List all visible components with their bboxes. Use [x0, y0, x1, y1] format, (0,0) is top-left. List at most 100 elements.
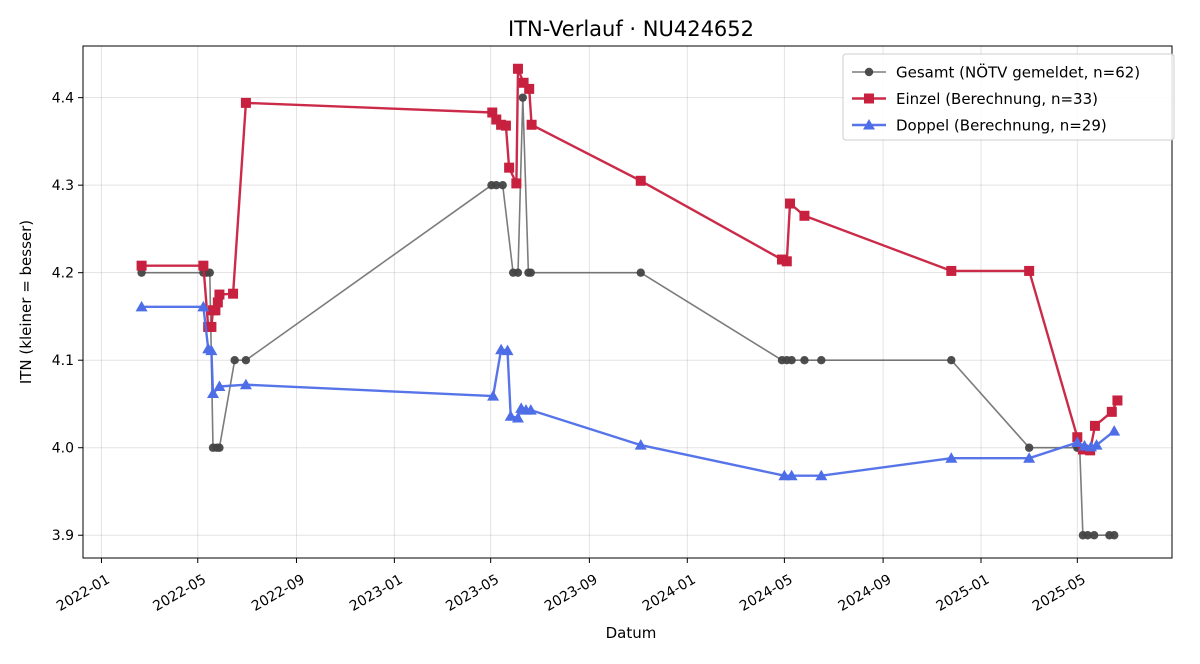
x-tick-label: 2024-09	[836, 572, 895, 615]
data-point	[1071, 436, 1084, 447]
data-point	[524, 404, 537, 415]
x-tick-label: 2023-01	[347, 572, 406, 615]
data-point	[1106, 406, 1117, 417]
data-point	[1089, 531, 1099, 540]
data-point	[197, 300, 210, 312]
y-axis: 3.9 4.0 4.1 4.2 4.3 4.4	[52, 91, 83, 544]
data-point	[512, 63, 523, 74]
data-point	[1090, 439, 1103, 450]
data-point	[1089, 420, 1100, 431]
data-point	[1023, 452, 1036, 463]
x-tick-label: 2025-01	[934, 572, 993, 615]
data-point	[799, 210, 810, 221]
x-tick-label: 2024-05	[737, 572, 796, 615]
x-tick-label: 2023-05	[443, 572, 502, 615]
data-point	[228, 288, 239, 299]
data-point	[524, 83, 535, 94]
data-point	[491, 114, 502, 125]
data-point	[501, 344, 514, 356]
legend-marker	[864, 93, 874, 104]
legend-label: Gesamt (NÖTV gemeldet, n=62)	[896, 63, 1140, 82]
data-point	[205, 344, 218, 356]
data-point	[634, 439, 647, 450]
y-axis-label: ITN (kleiner = besser)	[17, 220, 35, 384]
data-point	[135, 300, 148, 312]
data-point	[213, 380, 226, 391]
legend-marker	[863, 119, 875, 130]
data-point	[212, 297, 223, 308]
legend-marker	[864, 67, 874, 77]
plot-frame	[82, 45, 1173, 559]
data-point	[1083, 531, 1092, 540]
x-axis: 2022-01 2022-05 2022-09 2023-01 2023-05 2023-…	[54, 558, 1089, 615]
data-point	[513, 268, 523, 277]
data-point	[239, 378, 252, 390]
data-point	[498, 180, 507, 190]
data-point	[215, 443, 224, 452]
series-1	[136, 63, 1123, 456]
data-point	[1024, 265, 1035, 276]
x-axis-label: Datum	[606, 624, 657, 642]
data-point	[946, 265, 957, 276]
data-point	[800, 356, 809, 365]
y-tick-label: 4.1	[52, 353, 74, 369]
x-tick-label: 2022-09	[249, 572, 308, 615]
series-line	[141, 96, 1115, 536]
data-point	[817, 356, 826, 365]
data-point	[815, 469, 828, 481]
data-point	[787, 356, 796, 365]
legend-box	[842, 53, 1175, 141]
legend: Gesamt (NÖTV gemeldet, n=62) Einzel (Bere…	[842, 53, 1175, 141]
x-tick-label: 2024-01	[640, 572, 699, 615]
data-point	[518, 77, 529, 88]
x-tick-label: 2022-01	[54, 572, 113, 615]
data-point	[1024, 443, 1034, 452]
series-0	[137, 93, 1119, 540]
data-point	[511, 411, 524, 423]
data-point	[1110, 531, 1119, 540]
data-point	[945, 452, 958, 463]
x-tick-label: 2023-09	[542, 572, 601, 615]
data-point	[947, 356, 956, 365]
data-point	[206, 321, 217, 332]
series-line	[141, 305, 1115, 477]
data-point	[526, 268, 535, 277]
data-point	[511, 178, 522, 189]
y-tick-label: 4.0	[52, 441, 74, 457]
x-tick-label: 2025-05	[1030, 572, 1089, 615]
x-tick-label: 2022-05	[150, 572, 209, 615]
data-point	[198, 260, 209, 271]
data-point	[487, 107, 498, 118]
legend-label: Einzel (Berechnung, n=33)	[896, 90, 1098, 108]
data-point	[230, 356, 239, 365]
chart-title: ITN-Verlauf · NU424652	[508, 17, 754, 41]
data-point	[487, 390, 500, 401]
data-point	[1112, 395, 1123, 406]
data-point	[518, 93, 527, 102]
data-point	[210, 305, 221, 316]
y-tick-label: 4.2	[52, 266, 74, 282]
series-layer	[135, 63, 1123, 540]
data-point	[240, 97, 251, 108]
data-point	[492, 180, 501, 190]
data-point	[500, 120, 511, 131]
data-point	[1108, 425, 1121, 436]
data-point	[207, 387, 220, 398]
data-point	[241, 356, 251, 365]
legend-label: Doppel (Berechnung, n=29)	[896, 117, 1107, 135]
data-point	[504, 162, 515, 173]
data-point	[785, 469, 798, 481]
data-point	[504, 410, 517, 421]
y-tick-label: 4.4	[52, 91, 74, 107]
data-point	[781, 256, 792, 267]
data-point	[526, 119, 537, 130]
series-2	[135, 300, 1121, 481]
y-tick-label: 4.3	[52, 178, 74, 194]
data-point	[636, 268, 645, 277]
data-point	[136, 260, 147, 271]
y-tick-label: 3.9	[52, 528, 74, 544]
data-point	[635, 175, 646, 186]
data-point	[785, 198, 796, 209]
